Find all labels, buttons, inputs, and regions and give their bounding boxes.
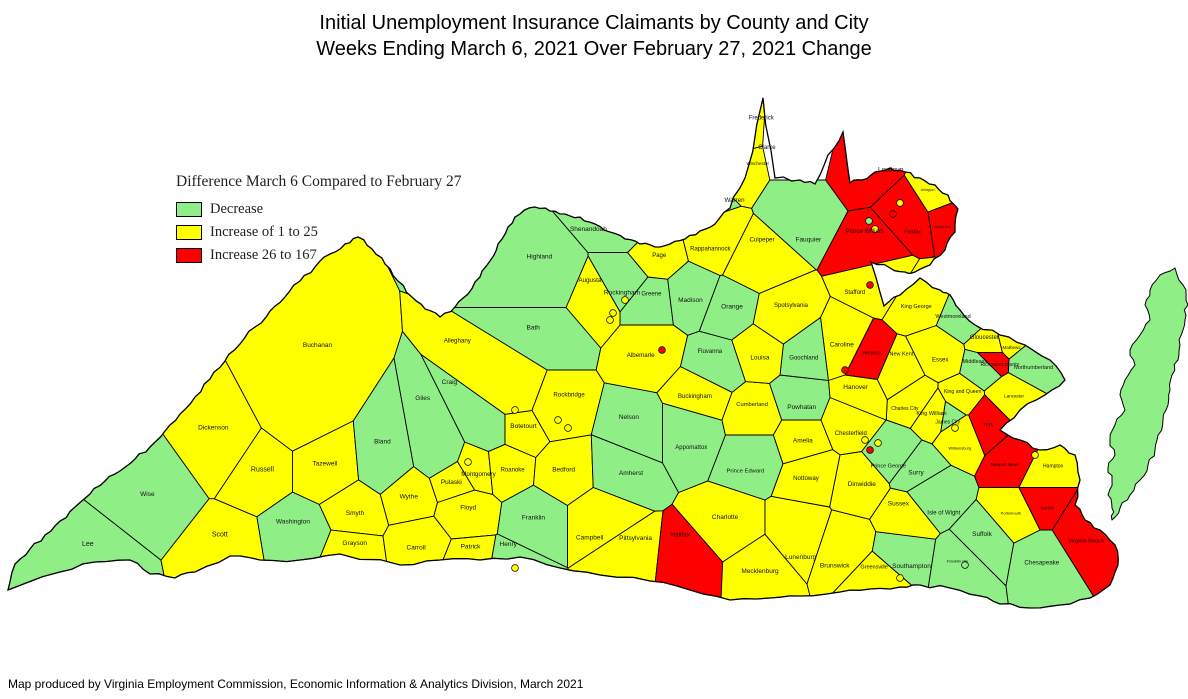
svg-text:Halifax: Halifax bbox=[670, 531, 691, 538]
svg-text:Buckingham: Buckingham bbox=[678, 393, 712, 400]
svg-text:Dinwiddie: Dinwiddie bbox=[848, 481, 877, 488]
svg-text:Rockingham: Rockingham bbox=[604, 289, 640, 296]
svg-text:Appomattox: Appomattox bbox=[675, 445, 707, 451]
svg-text:Amelia: Amelia bbox=[793, 437, 813, 444]
svg-text:Wythe: Wythe bbox=[400, 493, 419, 500]
svg-text:Tazewell: Tazewell bbox=[312, 461, 337, 468]
svg-text:Fairfax: Fairfax bbox=[904, 230, 921, 236]
svg-text:Fauquier: Fauquier bbox=[795, 237, 821, 244]
svg-text:Orange: Orange bbox=[721, 304, 743, 311]
svg-text:Bath: Bath bbox=[527, 325, 541, 332]
svg-text:Lancaster: Lancaster bbox=[1004, 393, 1024, 398]
svg-text:King William: King William bbox=[916, 411, 947, 417]
svg-text:Louisa: Louisa bbox=[750, 355, 770, 362]
svg-text:Amherst: Amherst bbox=[619, 470, 643, 477]
svg-text:Henry: Henry bbox=[500, 541, 518, 548]
svg-text:Greensville: Greensville bbox=[860, 564, 888, 570]
svg-text:Virginia Beach: Virginia Beach bbox=[1069, 539, 1104, 545]
svg-text:Wise: Wise bbox=[140, 491, 155, 498]
svg-text:Hampton: Hampton bbox=[1043, 463, 1064, 469]
svg-text:Craig: Craig bbox=[442, 379, 458, 386]
svg-text:Goochland: Goochland bbox=[789, 356, 818, 362]
svg-text:Pittsylvania: Pittsylvania bbox=[619, 535, 652, 542]
svg-text:Alexandria: Alexandria bbox=[934, 225, 951, 229]
svg-text:Lee: Lee bbox=[82, 541, 94, 548]
svg-text:Hanover: Hanover bbox=[843, 384, 868, 391]
svg-text:Patrick: Patrick bbox=[461, 544, 482, 551]
svg-text:Culpeper: Culpeper bbox=[749, 237, 774, 244]
svg-text:Botetourt: Botetourt bbox=[510, 423, 537, 430]
svg-text:Bedford: Bedford bbox=[552, 466, 575, 473]
svg-text:Washington: Washington bbox=[276, 518, 310, 525]
svg-text:Highland: Highland bbox=[527, 254, 553, 261]
svg-text:Madison: Madison bbox=[678, 297, 703, 304]
svg-text:Southampton: Southampton bbox=[892, 563, 931, 570]
svg-text:Prince William: Prince William bbox=[846, 229, 884, 235]
svg-text:Augusta: Augusta bbox=[579, 277, 602, 284]
svg-text:Fluvanna: Fluvanna bbox=[697, 349, 722, 355]
svg-text:New Kent: New Kent bbox=[889, 352, 913, 358]
svg-text:Page: Page bbox=[652, 253, 667, 259]
svg-text:Prince George: Prince George bbox=[871, 464, 906, 470]
svg-text:Mathews: Mathews bbox=[1002, 345, 1021, 350]
svg-text:Scott: Scott bbox=[212, 531, 228, 538]
svg-text:Russell: Russell bbox=[251, 467, 274, 474]
svg-text:Chesapeake: Chesapeake bbox=[1024, 560, 1059, 567]
svg-text:Rockbridge: Rockbridge bbox=[553, 392, 585, 399]
svg-text:Caroline: Caroline bbox=[830, 342, 855, 349]
svg-text:Suffolk: Suffolk bbox=[972, 531, 993, 538]
svg-text:Carroll: Carroll bbox=[407, 544, 427, 551]
svg-text:Bland: Bland bbox=[374, 439, 391, 446]
svg-text:Gloucester: Gloucester bbox=[970, 335, 999, 341]
svg-text:Nelson: Nelson bbox=[619, 414, 640, 421]
svg-text:Chesterfield: Chesterfield bbox=[835, 431, 867, 437]
svg-text:Lunenburg: Lunenburg bbox=[785, 554, 816, 561]
svg-text:Rappahannock: Rappahannock bbox=[690, 246, 731, 252]
svg-text:Alleghany: Alleghany bbox=[444, 338, 472, 345]
svg-text:Brunswick: Brunswick bbox=[820, 563, 850, 570]
svg-text:James City: James City bbox=[935, 420, 960, 426]
svg-text:Norfolk: Norfolk bbox=[1041, 506, 1055, 511]
svg-text:Isle of Wight: Isle of Wight bbox=[927, 510, 960, 516]
svg-text:King and Queen: King and Queen bbox=[944, 389, 982, 395]
svg-text:Buchanan: Buchanan bbox=[303, 342, 333, 349]
svg-text:Campbell: Campbell bbox=[576, 534, 604, 541]
svg-text:Floyd: Floyd bbox=[460, 504, 476, 511]
svg-text:Nottoway: Nottoway bbox=[793, 475, 820, 482]
svg-text:Frederick: Frederick bbox=[749, 116, 775, 122]
svg-text:Franklin: Franklin bbox=[522, 515, 546, 522]
svg-text:Powhatan: Powhatan bbox=[787, 404, 816, 411]
svg-text:Portsmouth: Portsmouth bbox=[1001, 511, 1021, 516]
svg-text:King George: King George bbox=[901, 304, 932, 310]
svg-text:Northumberland: Northumberland bbox=[1014, 365, 1053, 371]
svg-text:Albemarle: Albemarle bbox=[627, 352, 655, 359]
svg-text:Essex: Essex bbox=[932, 357, 948, 363]
svg-text:Clarke: Clarke bbox=[758, 145, 776, 151]
svg-text:Arlington: Arlington bbox=[921, 188, 935, 192]
svg-text:Charlotte: Charlotte bbox=[712, 514, 739, 521]
svg-text:Henrico: Henrico bbox=[862, 350, 881, 356]
svg-text:Smyth: Smyth bbox=[346, 510, 365, 517]
svg-text:Williamsburg: Williamsburg bbox=[948, 446, 971, 451]
svg-text:Franklin city: Franklin city bbox=[947, 558, 968, 563]
svg-text:Stafford: Stafford bbox=[844, 290, 865, 296]
svg-text:Surry: Surry bbox=[908, 470, 924, 477]
svg-text:Mecklenburg: Mecklenburg bbox=[741, 568, 779, 575]
svg-text:Prince Edward: Prince Edward bbox=[727, 468, 765, 474]
svg-text:Roanoke: Roanoke bbox=[501, 467, 526, 473]
svg-text:Montgomery: Montgomery bbox=[461, 471, 496, 478]
svg-text:Spotsylvania: Spotsylvania bbox=[774, 303, 809, 309]
svg-text:Greene: Greene bbox=[641, 292, 662, 298]
svg-text:York: York bbox=[983, 423, 993, 429]
svg-text:Giles: Giles bbox=[415, 395, 431, 402]
svg-text:Grayson: Grayson bbox=[342, 540, 367, 547]
svg-text:Pulaski: Pulaski bbox=[441, 479, 462, 486]
svg-text:Newport News: Newport News bbox=[991, 462, 1019, 467]
svg-text:Sussex: Sussex bbox=[888, 501, 910, 508]
svg-text:Dickenson: Dickenson bbox=[198, 425, 229, 432]
svg-text:Cumberland: Cumberland bbox=[736, 402, 768, 408]
svg-text:Warren: Warren bbox=[724, 197, 745, 204]
svg-text:Charles City: Charles City bbox=[891, 406, 919, 412]
